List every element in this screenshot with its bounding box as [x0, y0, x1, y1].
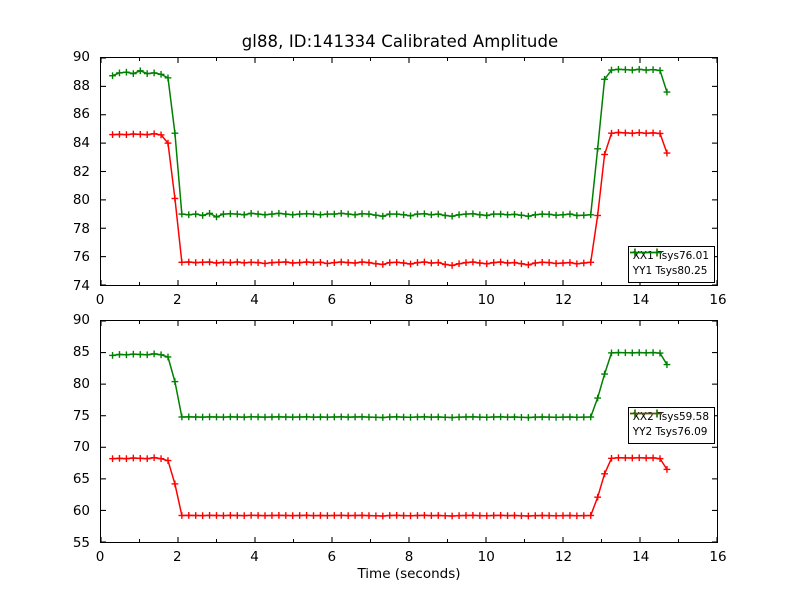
y-tick-label: 86	[72, 106, 90, 123]
x-tick-label: 6	[327, 549, 337, 565]
legend-label-yy2: YY2 Tsys76.09	[632, 425, 708, 438]
legend-bottom: XX2 Tsys59.58 YY2 Tsys76.09	[627, 407, 715, 444]
x-tick-label: 2	[172, 549, 182, 565]
chart-top-panel: XX1 Tsys76.01 YY1 Tsys80.25	[100, 57, 718, 286]
x-tick-label: 12	[554, 549, 573, 565]
legend-swatch-yy1	[629, 248, 662, 257]
legend-swatch-yy2	[629, 409, 662, 418]
page-title: gl88, ID:141334 Calibrated Amplitude	[241, 32, 559, 51]
bottom-panel-plot-area	[101, 321, 717, 542]
y-tick-label: 65	[72, 471, 90, 488]
x-tick-label: 10	[477, 292, 495, 308]
x-tick-label: 16	[709, 292, 727, 308]
legend-item: YY2 Tsys76.09	[629, 409, 709, 440]
x-tick-label: 14	[632, 549, 650, 565]
x-tick-label: 2	[172, 292, 182, 308]
x-tick-label: 0	[95, 292, 105, 308]
legend-top: XX1 Tsys76.01 YY1 Tsys80.25	[627, 246, 715, 283]
y-tick-label: 60	[72, 503, 90, 520]
x-axis-ticklabels-top: 0 2 4 6 8 10 12 14 16	[96, 290, 727, 308]
y-tick-label: 70	[72, 439, 90, 456]
x-tick-label: 12	[554, 292, 573, 308]
y-tick-label: 84	[72, 134, 90, 151]
y-axis-ticklabels-bottom: 55 60 65 70 75 80 85 90	[50, 312, 96, 551]
x-axis-label: Time (seconds)	[357, 566, 461, 582]
legend-item: YY1 Tsys80.25	[629, 248, 709, 279]
y-tick-label: 80	[72, 375, 90, 392]
x-axis-ticklabels-bottom: 0 2 4 6 8 10 12 14 16	[96, 547, 727, 565]
y-tick-label: 55	[72, 535, 90, 551]
x-tick-label: 4	[250, 292, 259, 308]
chart-bottom-panel: XX2 Tsys59.58 YY2 Tsys76.09	[100, 320, 718, 543]
y-tick-label: 80	[72, 192, 90, 209]
y-tick-label: 88	[72, 77, 90, 94]
x-tick-label: 10	[477, 549, 495, 565]
y-tick-label: 90	[72, 312, 90, 328]
y-tick-label: 90	[72, 49, 90, 65]
x-tick-label: 8	[404, 292, 414, 308]
y-tick-label: 85	[72, 343, 90, 360]
legend-label-yy1: YY1 Tsys80.25	[632, 265, 708, 278]
y-tick-label: 75	[72, 407, 90, 424]
x-tick-label: 16	[709, 549, 727, 565]
top-panel-plot-area	[101, 58, 717, 285]
y-tick-label: 76	[72, 249, 90, 266]
y-tick-label: 82	[72, 163, 90, 180]
y-axis-ticklabels-top: 74 76 78 80 82 84 86 88 90	[50, 49, 96, 294]
x-tick-label: 0	[95, 549, 105, 565]
x-tick-label: 4	[250, 549, 259, 565]
x-tick-label: 6	[327, 292, 337, 308]
x-tick-label: 14	[632, 292, 650, 308]
y-tick-label: 74	[72, 278, 90, 294]
y-tick-label: 78	[72, 220, 90, 237]
x-tick-label: 8	[404, 549, 414, 565]
